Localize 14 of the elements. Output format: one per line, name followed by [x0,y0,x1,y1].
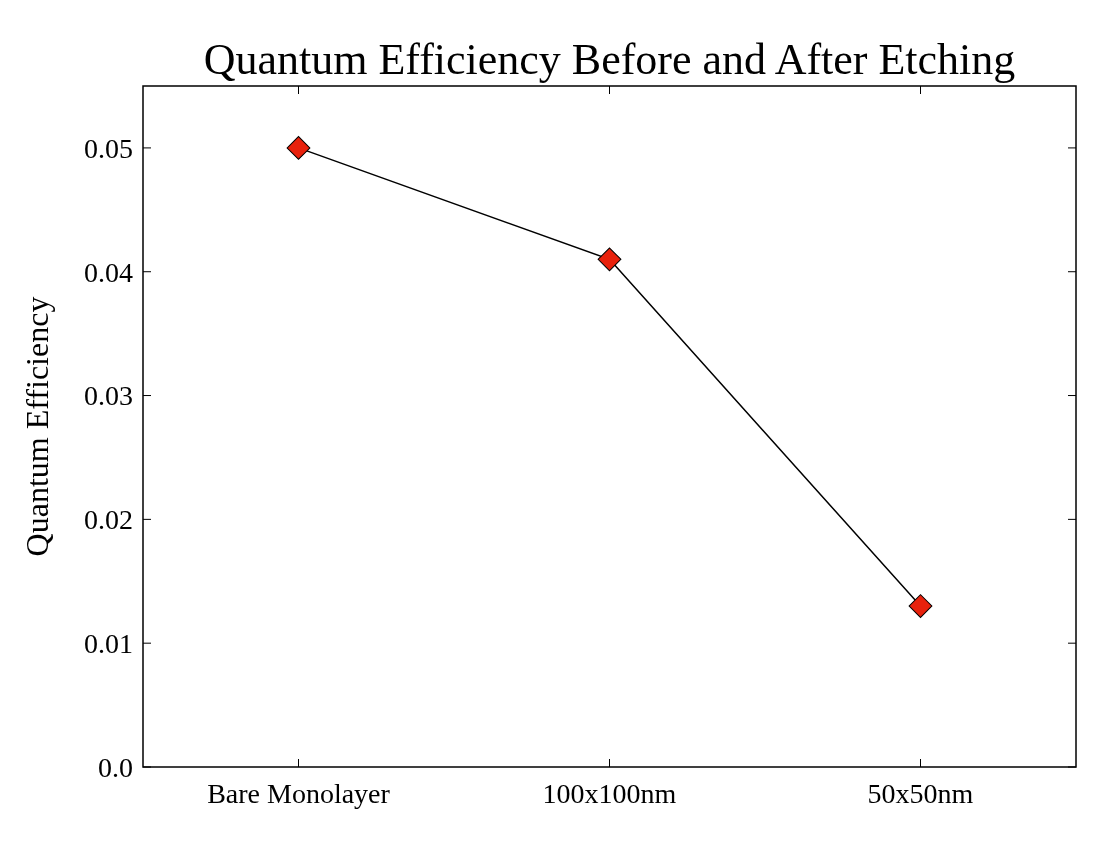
y-tick-label: 0.01 [84,627,133,659]
y-tick-label: 0.0 [98,751,133,783]
y-tick-label: 0.05 [84,132,133,164]
point [286,136,311,160]
x-tick-label: 50x50nm [867,778,974,809]
x-tick-label: Bare Monolayer [207,778,391,809]
point [908,594,933,618]
y-tick-label: 0.04 [84,256,133,288]
point [597,247,622,272]
y-tick-label: 0.03 [84,380,133,412]
x-tick-label: 100x100nm [542,778,677,809]
chart-title: Quantum Efficiency Before and After Etching [203,35,1016,84]
y-tick-label: 0.02 [84,504,133,536]
y-axis-title: Quantum Efficiency [19,296,55,557]
